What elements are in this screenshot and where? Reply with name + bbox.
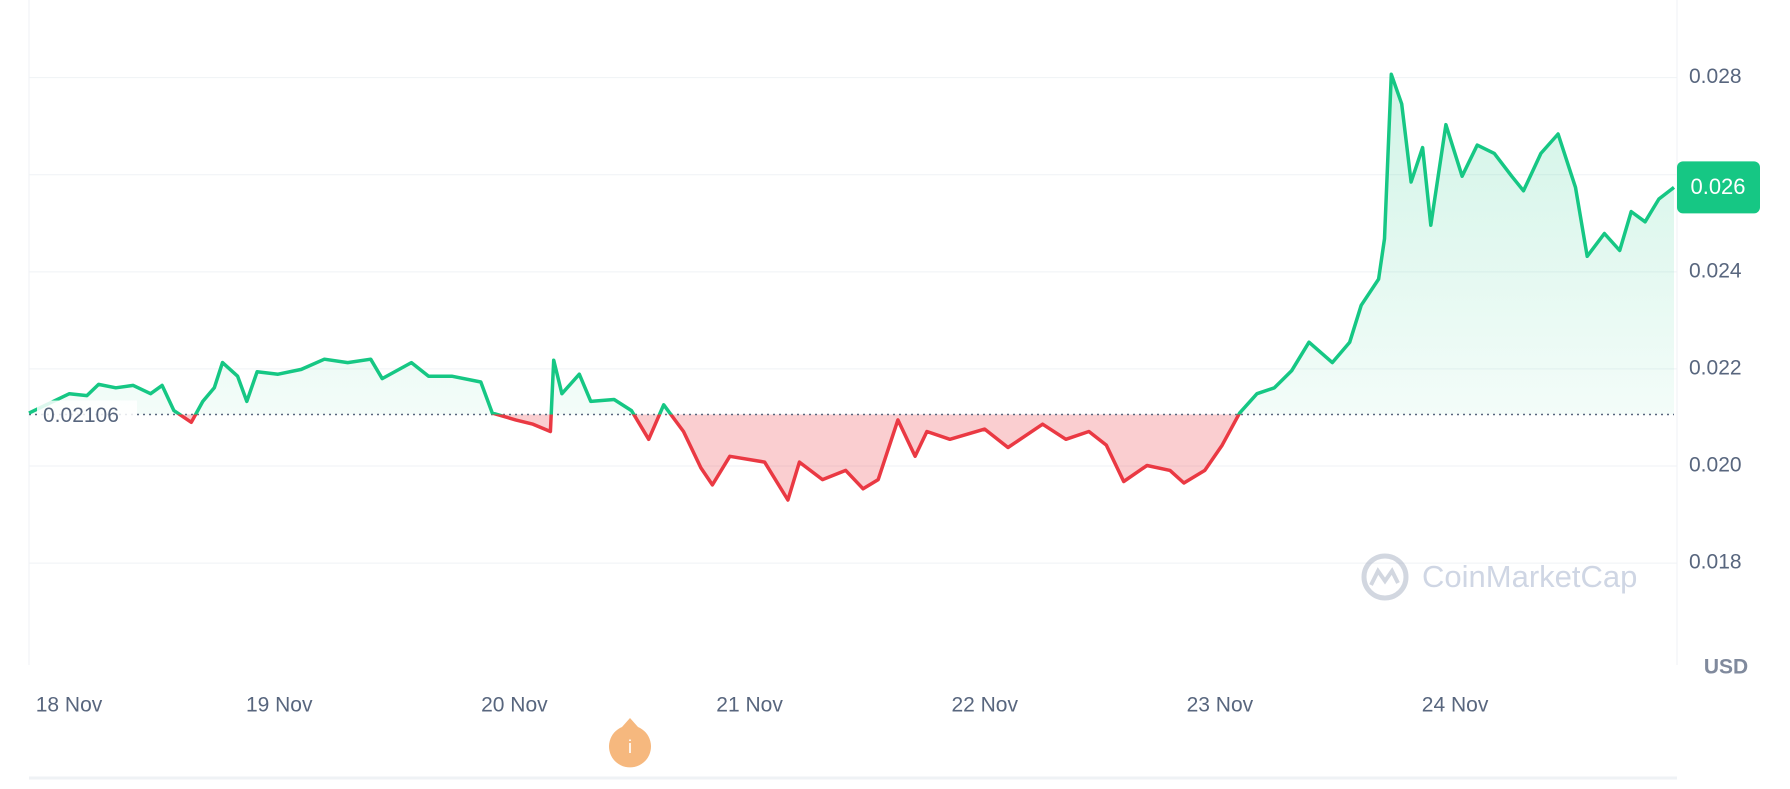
- watermark: CoinMarketCap: [1422, 559, 1637, 594]
- x-tick-label: 21 Nov: [716, 694, 783, 717]
- x-tick-label: 19 Nov: [246, 694, 313, 717]
- svg-text:i: i: [628, 737, 632, 757]
- unit-label: USD: [1704, 656, 1748, 679]
- y-tick-label: 0.020: [1689, 454, 1742, 477]
- x-tick-label: 20 Nov: [481, 694, 548, 717]
- x-tick-label: 22 Nov: [951, 694, 1018, 717]
- watermark-logo: [1361, 553, 1409, 601]
- y-tick-label: 0.024: [1689, 259, 1742, 282]
- y-tick-label: 0.022: [1689, 356, 1742, 379]
- y-tick-label: 0.028: [1689, 65, 1742, 88]
- price-line: [28, 72, 1676, 502]
- current-price-label: 0.026: [1690, 174, 1745, 199]
- baseline-label-bg: [37, 400, 137, 429]
- x-tick-label: 23 Nov: [1187, 694, 1254, 717]
- baseline-label: 0.02106: [43, 404, 119, 427]
- x-tick-label: 18 Nov: [36, 694, 103, 717]
- y-tick-label: 0.018: [1689, 551, 1742, 574]
- x-tick-label: 24 Nov: [1422, 694, 1489, 717]
- current-price-badge: [1677, 161, 1760, 214]
- area-fill: [29, 74, 1674, 501]
- info-marker: i: [609, 718, 651, 768]
